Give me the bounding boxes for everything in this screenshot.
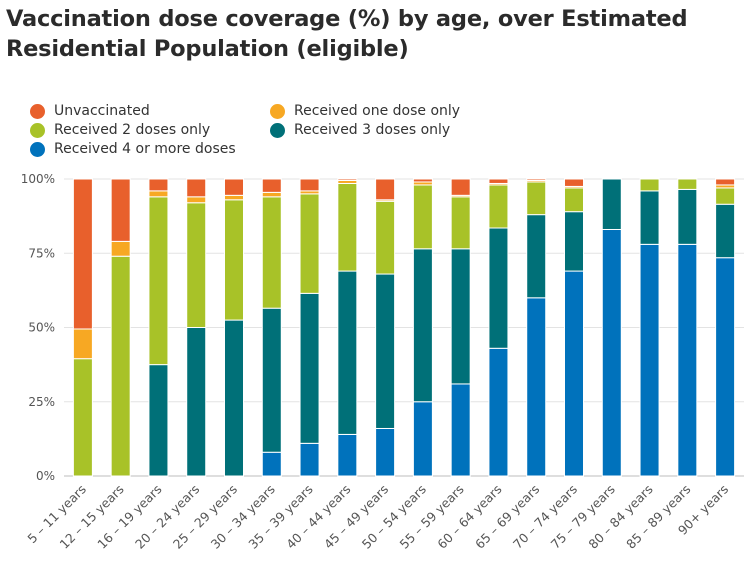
bar-segment-received-2-doses-only[interactable] [72,358,93,477]
bar-segment-received-3-doses-only[interactable] [148,364,169,477]
bar-segment-received-3-doses-only[interactable] [639,190,660,245]
legend-label-unvaccinated: Unvaccinated [54,103,150,119]
legend-swatch-two-doses [30,122,45,138]
bar-segment-received-3-doses-only[interactable] [186,327,207,477]
bar-segment-received-3-doses-only[interactable] [337,270,358,435]
legend-swatch-unvaccinated [30,103,45,119]
bar-segment-received-4-or-more-doses[interactable] [299,442,320,477]
bar-segment-received-4-or-more-doses[interactable] [488,347,509,477]
bar-segment-unvaccinated[interactable] [526,178,547,181]
bar-segment-received-one-dose-only[interactable] [224,194,244,201]
bar-segment-received-one-dose-only[interactable] [110,240,131,257]
bar-segment-received-2-doses-only[interactable] [299,193,320,294]
bar-segment-received-2-doses-only[interactable] [488,184,509,229]
bar-segment-received-2-doses-only[interactable] [375,200,396,275]
bar-segment-unvaccinated[interactable] [488,178,509,184]
bar-segment-received-3-doses-only[interactable] [412,248,433,403]
legend-swatch-four-doses [30,141,45,157]
bar-segment-received-2-doses-only[interactable] [450,196,471,250]
bar-segment-received-4-or-more-doses[interactable] [677,243,698,477]
bar-segment-received-3-doses-only[interactable] [564,211,584,272]
bar-segment-received-one-dose-only[interactable] [261,191,282,198]
bar-segment-unvaccinated[interactable] [148,178,169,192]
bar-segment-received-2-doses-only[interactable] [224,199,244,321]
bar-segment-received-2-doses-only[interactable] [261,196,282,309]
legend-item-one-dose[interactable]: Received one dose only [270,101,460,121]
bar-segment-received-3-doses-only[interactable] [375,273,396,429]
bar-segment-received-2-doses-only[interactable] [186,202,207,328]
bar-segment-received-one-dose-only[interactable] [148,190,169,198]
bar-segment-unvaccinated[interactable] [450,178,471,196]
bar-segment-received-3-doses-only[interactable] [526,214,547,299]
bar-segment-received-4-or-more-doses[interactable] [639,243,660,477]
bar-segment-unvaccinated[interactable] [375,178,396,201]
bar-segment-received-2-doses-only[interactable] [639,178,660,192]
bar-segment-received-4-or-more-doses[interactable] [715,257,736,477]
chart-title: Vaccination dose coverage (%) by age, ov… [6,6,688,62]
bar-segment-received-2-doses-only[interactable] [677,178,698,190]
bar-segment-unvaccinated[interactable] [110,178,131,242]
y-tick-label: 0% [36,469,55,483]
legend-swatch-three-doses [270,122,285,138]
bar-segment-received-4-or-more-doses[interactable] [526,297,547,477]
legend-label-two-doses: Received 2 doses only [54,122,211,138]
legend-label-one-dose: Received one dose only [294,103,461,119]
bar-segment-unvaccinated[interactable] [412,178,433,183]
bar-segment-unvaccinated[interactable] [224,178,244,196]
legend-label-four-doses: Received 4 or more doses [54,141,236,157]
bar-segment-received-3-doses-only[interactable] [677,188,698,245]
bar-segment-unvaccinated[interactable] [261,178,282,193]
bar-segment-received-3-doses-only[interactable] [224,319,244,477]
y-tick-label: 75% [28,246,55,260]
legend-label-three-doses: Received 3 doses only [294,122,451,138]
bar-segment-unvaccinated[interactable] [299,178,320,192]
bar-segment-unvaccinated[interactable] [564,178,584,187]
bar-segment-unvaccinated[interactable] [72,178,93,330]
legend-item-three-doses[interactable]: Received 3 doses only [270,120,450,140]
legend-swatch-one-dose [270,103,285,119]
bar-segment-received-3-doses-only[interactable] [488,227,509,349]
bar-segment-received-2-doses-only[interactable] [412,184,433,250]
bar-segment-unvaccinated[interactable] [715,178,736,186]
bar-segment-received-3-doses-only[interactable] [450,248,471,385]
bar-segment-received-4-or-more-doses[interactable] [375,427,396,477]
bar-segment-received-3-doses-only[interactable] [715,203,736,259]
y-tick-label: 25% [28,395,55,409]
y-tick-label: 50% [28,321,55,335]
bar-segment-received-2-doses-only[interactable] [526,181,547,216]
bar-segment-received-4-or-more-doses[interactable] [337,433,358,477]
bar-segment-received-2-doses-only[interactable] [337,182,358,272]
legend-item-two-doses[interactable]: Received 2 doses only [30,120,210,140]
bar-segment-received-4-or-more-doses[interactable] [450,383,471,477]
bar-segment-received-3-doses-only[interactable] [261,307,282,453]
legend-item-four-doses[interactable]: Received 4 or more doses [30,139,236,159]
bar-segment-received-4-or-more-doses[interactable] [412,401,433,477]
bar-segment-unvaccinated[interactable] [186,178,207,198]
bar-segment-received-2-doses-only[interactable] [110,255,131,477]
bar-segment-unvaccinated[interactable] [337,178,358,181]
bar-segment-received-3-doses-only[interactable] [299,292,320,444]
bar-segment-received-4-or-more-doses[interactable] [564,270,584,477]
bar-segment-received-4-or-more-doses[interactable] [261,451,282,477]
bar-segment-received-3-doses-only[interactable] [601,178,622,230]
bar-segment-received-one-dose-only[interactable] [72,328,93,360]
bar-segment-received-2-doses-only[interactable] [715,187,736,205]
bar-segment-received-2-doses-only[interactable] [148,196,169,366]
bar-segment-received-one-dose-only[interactable] [186,196,207,204]
y-tick-label: 100% [21,172,55,186]
legend-item-unvaccinated[interactable]: Unvaccinated [30,101,150,121]
bar-segment-received-4-or-more-doses[interactable] [601,228,622,477]
legend: Unvaccinated Received one dose only Rece… [30,101,590,163]
bar-segment-received-2-doses-only[interactable] [564,187,584,213]
